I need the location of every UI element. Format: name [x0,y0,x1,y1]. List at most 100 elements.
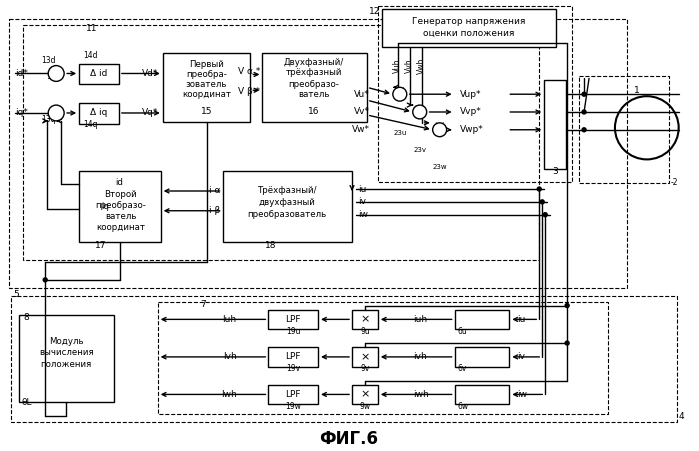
Text: iv: iv [358,198,366,207]
Text: +: + [412,104,419,113]
FancyBboxPatch shape [79,103,119,124]
Text: θL: θL [21,398,32,407]
FancyBboxPatch shape [79,64,119,84]
Text: Двухфазный/: Двухфазный/ [284,58,345,67]
Text: iwh: iwh [412,390,428,399]
FancyBboxPatch shape [20,315,114,402]
Text: LPF: LPF [285,315,301,324]
Text: iw: iw [358,210,368,219]
Text: преобразо-: преобразо- [96,201,146,210]
Text: Vvp*: Vvp* [459,107,482,116]
Text: −: − [47,114,56,124]
Text: 9u: 9u [360,327,370,336]
Text: 9v: 9v [360,364,370,373]
FancyBboxPatch shape [352,385,378,404]
FancyBboxPatch shape [222,171,352,242]
Text: 7: 7 [201,300,206,309]
Text: ×: × [360,352,370,362]
Text: +: + [440,121,446,130]
FancyBboxPatch shape [454,309,510,329]
Text: +: + [419,104,426,113]
FancyBboxPatch shape [268,347,318,367]
Text: положения: положения [41,360,92,369]
FancyBboxPatch shape [268,385,318,404]
Text: трёхфазный: трёхфазный [286,68,343,77]
FancyBboxPatch shape [163,53,250,122]
Text: 23w: 23w [432,164,447,170]
Text: преобра-: преобра- [186,70,227,79]
Text: +: + [393,86,399,95]
Text: iw: iw [517,390,527,399]
Text: 19u: 19u [286,327,301,336]
Text: Vup*: Vup* [459,90,481,99]
Text: Генератор напряжения: Генератор напряжения [412,17,525,26]
Text: Vuh: Vuh [394,58,403,73]
Text: Vd*: Vd* [143,69,159,78]
Text: +: + [49,105,56,114]
Circle shape [393,87,407,101]
Text: Модуль: Модуль [49,336,83,345]
FancyBboxPatch shape [262,53,367,122]
Text: Vq*: Vq* [143,109,159,117]
Text: Второй: Второй [105,190,137,199]
FancyBboxPatch shape [454,385,510,404]
FancyBboxPatch shape [352,309,378,329]
Text: 5: 5 [13,290,19,299]
Text: Первый: Первый [189,60,224,69]
Text: Iwh: Iwh [221,390,236,399]
Text: 17: 17 [95,241,107,250]
Text: координат: координат [96,223,145,232]
Text: преобразователь: преобразователь [247,210,327,219]
Text: Δ iq: Δ iq [90,109,108,117]
Text: Δ id: Δ id [90,69,108,78]
Circle shape [540,200,545,204]
Text: iu: iu [517,315,526,324]
Text: 8: 8 [23,313,29,322]
Text: координат: координат [182,90,231,99]
Text: +: + [400,86,406,95]
FancyBboxPatch shape [352,347,378,367]
Text: 12: 12 [368,7,380,16]
Circle shape [48,105,64,121]
Circle shape [582,92,586,96]
Text: ×: × [360,314,370,324]
Text: Vvh: Vvh [405,58,415,73]
Text: 19w: 19w [285,402,301,411]
Text: i β: i β [209,206,220,215]
Text: Vwp*: Vwp* [459,125,483,134]
Text: V β *: V β * [238,87,260,96]
Text: +: + [433,121,439,130]
Text: LPF: LPF [285,352,301,361]
Circle shape [582,128,586,132]
Text: зователь: зователь [186,80,227,89]
Text: id*: id* [15,69,28,78]
Text: Трёхфазный/: Трёхфазный/ [257,187,317,195]
Text: Vwh: Vwh [417,57,426,74]
Text: iv: iv [517,352,526,361]
Text: 19v: 19v [286,364,301,373]
Text: iq: iq [101,202,109,212]
Text: 6u: 6u [458,327,468,336]
Text: Vu*: Vu* [354,90,370,99]
FancyBboxPatch shape [545,80,566,169]
Text: iq*: iq* [15,109,28,117]
Text: двухфазный: двухфазный [259,198,316,207]
Text: 15: 15 [201,107,212,116]
Circle shape [543,213,547,216]
Text: 11: 11 [86,23,98,32]
Text: +: + [49,65,56,74]
Text: LPF: LPF [285,390,301,399]
Text: -2: -2 [671,178,678,187]
Text: Vw*: Vw* [352,125,370,134]
Text: вычисления: вычисления [39,349,94,358]
Text: 23v: 23v [413,147,426,152]
Circle shape [433,123,447,137]
Circle shape [43,278,48,282]
Text: 13q: 13q [41,115,56,124]
Circle shape [48,65,64,81]
Text: Vv*: Vv* [354,107,370,116]
Text: Ivh: Ivh [223,352,236,361]
Text: id: id [115,178,123,187]
Circle shape [565,304,569,308]
Text: iuh: iuh [412,315,427,324]
